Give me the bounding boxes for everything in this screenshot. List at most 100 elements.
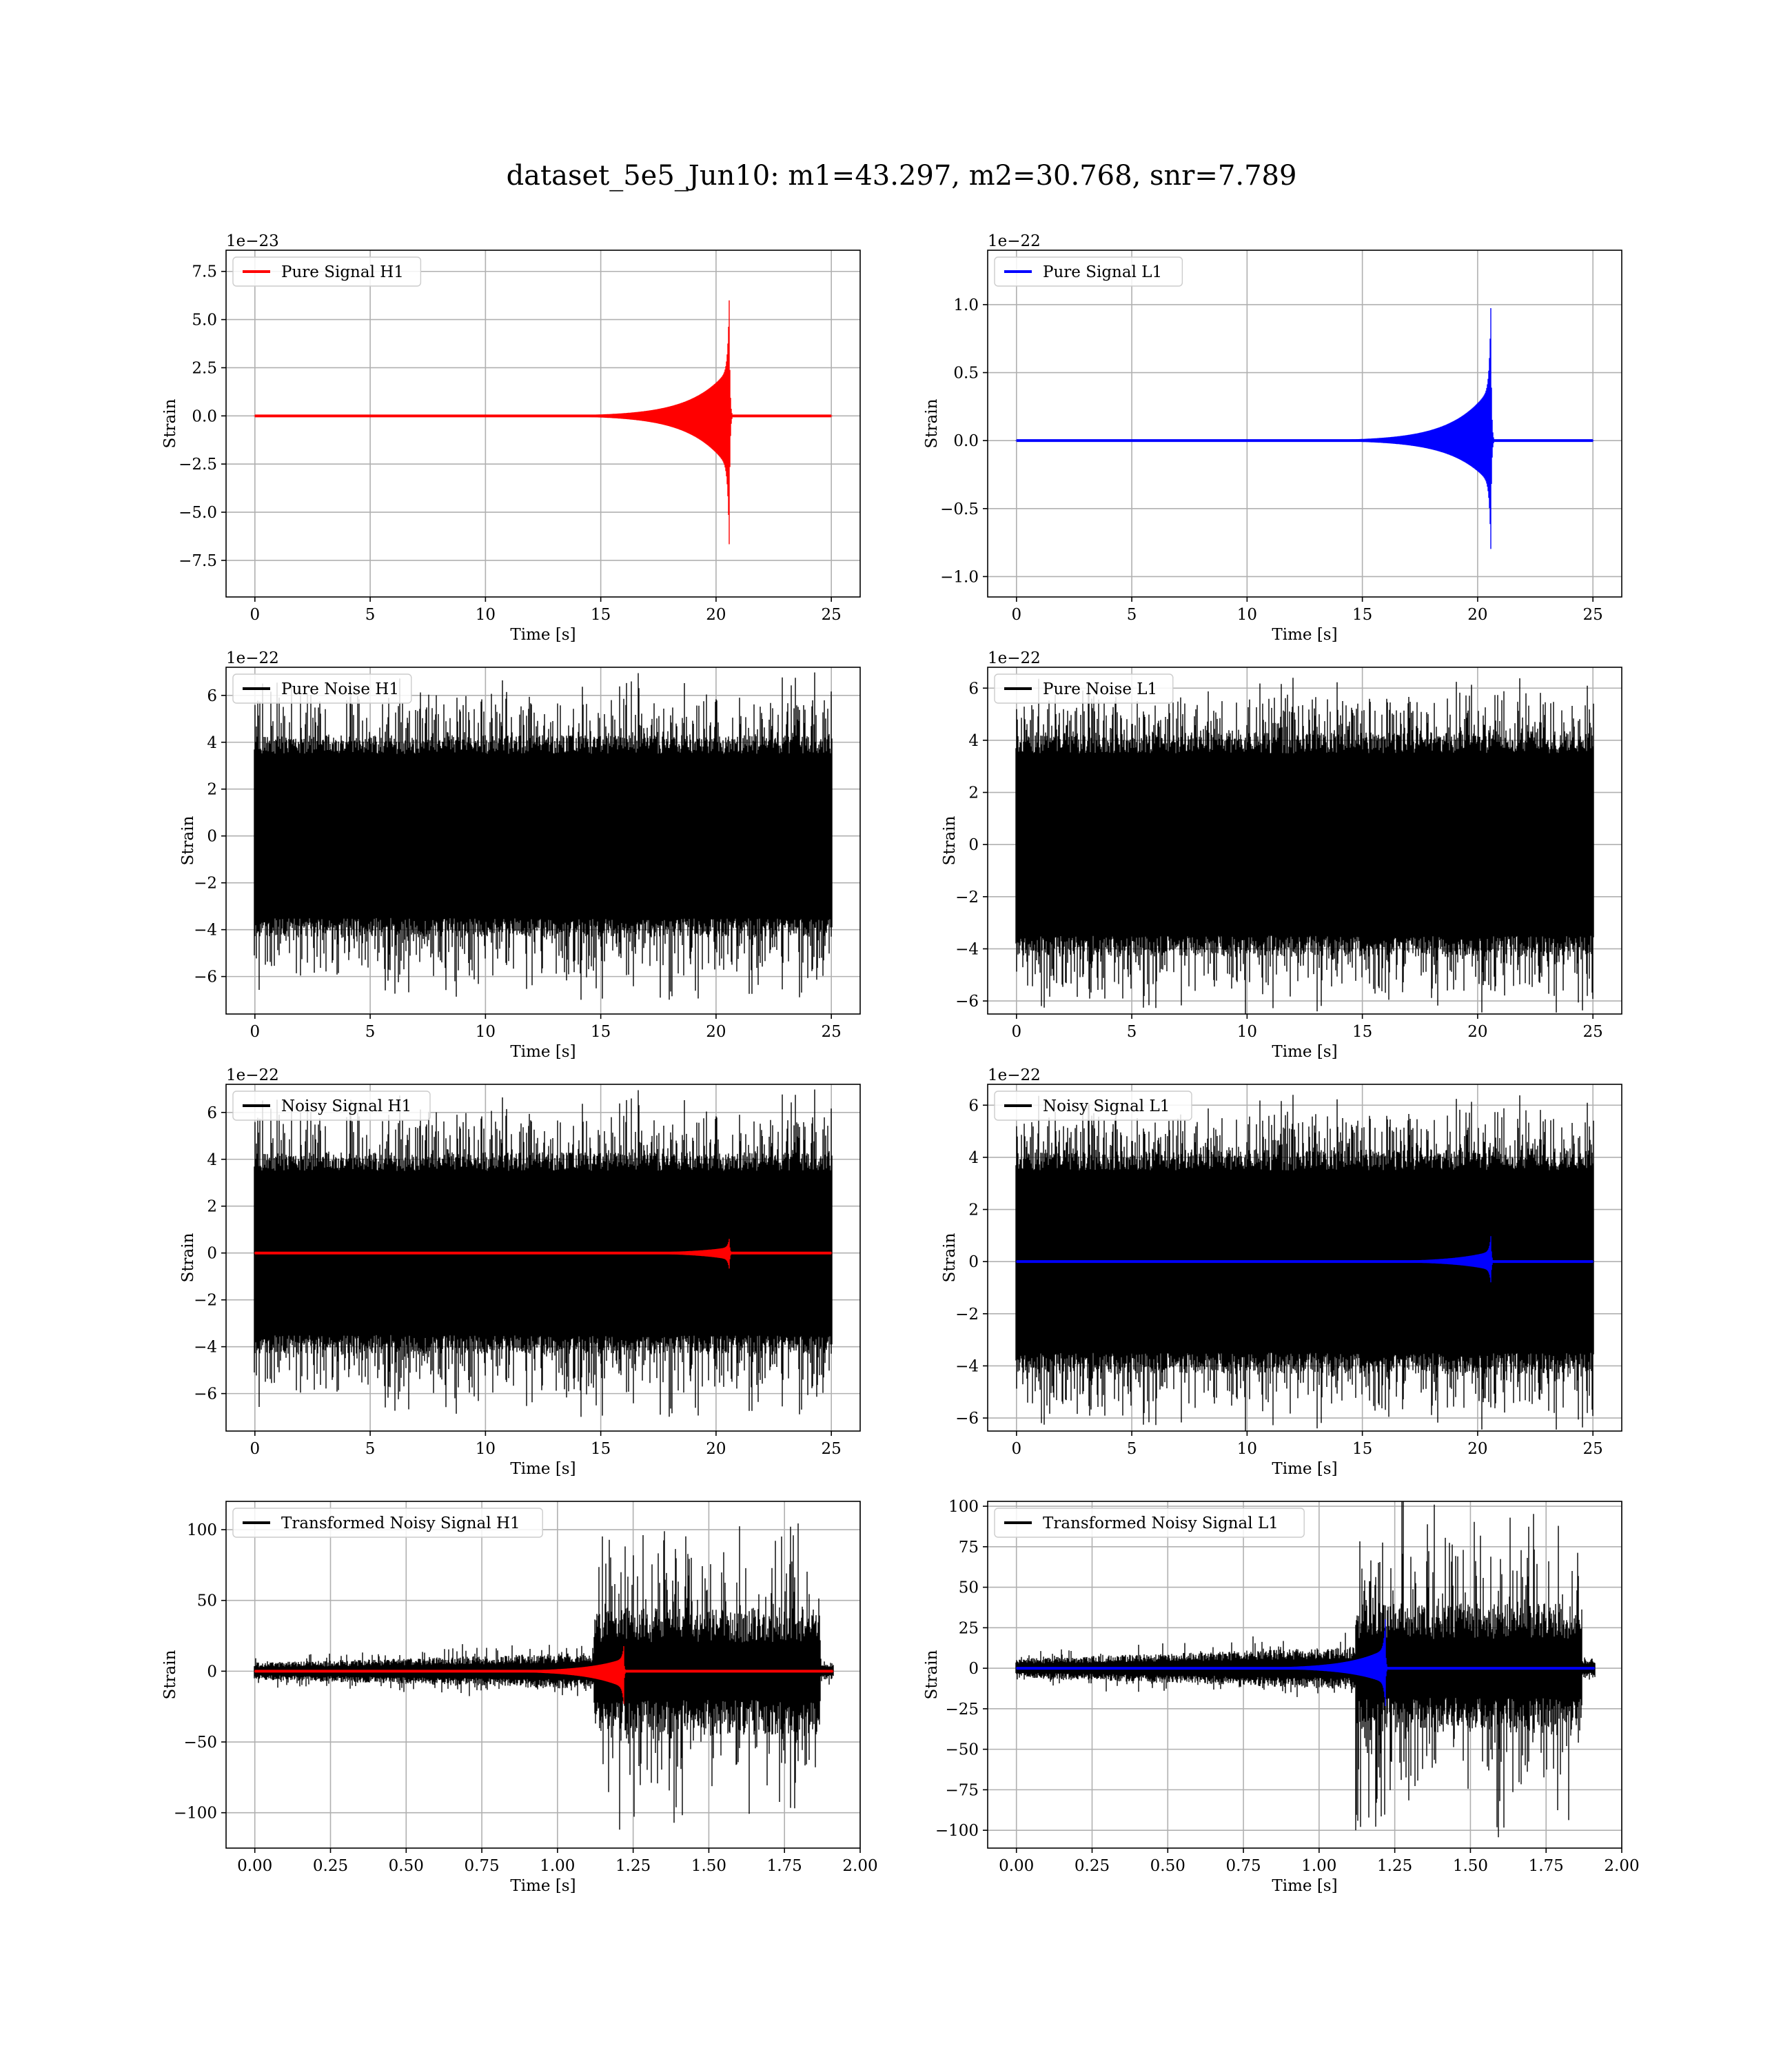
legend-label: Noisy Signal H1	[281, 1097, 411, 1115]
subplot-pure-signal-l1: 0 5 10 15 20 25 1.0 0.5 0.0 −0.5 −1.0 Time [s] Strai…	[923, 232, 1622, 644]
axes-frame	[987, 1084, 1622, 1432]
y-tick-label: 100	[187, 1521, 217, 1539]
y-axis-label: Strain	[179, 815, 197, 865]
y-tick-label: −1.0	[940, 568, 979, 586]
x-tick-label: 10	[476, 1440, 496, 1458]
y-tick-label: 0	[968, 836, 979, 854]
x-tick-label: 1.25	[615, 1857, 651, 1875]
y-tick-label: 4	[207, 734, 217, 752]
y-tick-label: −2.5	[179, 456, 217, 474]
y-tick-label: −50	[945, 1741, 979, 1759]
y-tick-label: −25	[945, 1701, 979, 1719]
x-tick-label: 5	[1127, 606, 1137, 624]
x-tick-label: 0.00	[999, 1857, 1034, 1875]
grid	[988, 250, 1622, 597]
y-tick-label: 4	[207, 1151, 217, 1169]
x-tick-label: 1.50	[1453, 1857, 1488, 1875]
axis-offset-label: 1e−22	[226, 649, 279, 667]
legend-label: Transformed Noisy Signal L1	[1043, 1514, 1279, 1532]
x-tick-label: 1.75	[767, 1857, 802, 1875]
x-tick-label: 10	[476, 606, 496, 624]
x-tick-label: 5	[1127, 1440, 1137, 1458]
x-tick-label: 25	[1583, 1440, 1603, 1458]
y-axis-label: Strain	[179, 1233, 197, 1282]
legend-box	[232, 256, 422, 287]
figure-title: dataset_5e5_Jun10: m1=43.297, m2=30.768,…	[507, 160, 1297, 192]
x-tick-label: 0.00	[237, 1857, 272, 1875]
y-tick-label: −50	[183, 1734, 217, 1752]
y-tick-label: 50	[959, 1579, 979, 1597]
y-axis-label: Strain	[161, 398, 179, 448]
y-tick-label: 2	[968, 1202, 979, 1219]
legend-label: Pure Noise L1	[1043, 680, 1157, 698]
x-tick-label: 25	[1583, 606, 1603, 624]
legend: Pure Signal L1	[994, 256, 1183, 287]
axis-offset-label: 1e−22	[988, 649, 1041, 667]
x-tick-label: 2.00	[842, 1857, 877, 1875]
legend-label: Pure Signal L1	[1043, 263, 1162, 281]
y-tick-label: 5.0	[192, 312, 217, 330]
x-tick-label: 15	[591, 606, 611, 624]
x-axis-label: Time [s]	[510, 1877, 576, 1895]
x-tick-label: 0	[1011, 1440, 1021, 1458]
legend-box	[232, 1091, 431, 1121]
y-tick-label: 0.5	[953, 365, 979, 383]
x-tick-label: 0	[1011, 1023, 1021, 1041]
legend-box	[232, 673, 412, 704]
series-line-noise	[1015, 678, 1594, 1014]
axes-frame	[987, 250, 1622, 598]
x-tick-label: 20	[706, 1023, 726, 1041]
series-line-noise	[254, 1089, 833, 1417]
plot-area	[226, 250, 860, 597]
x-tick-label: 1.50	[691, 1857, 726, 1875]
y-tick-label: 6	[207, 687, 217, 705]
x-tick-label: 0.25	[1075, 1857, 1110, 1875]
x-tick-label: 0	[250, 1023, 260, 1041]
x-tick-label: 1.00	[540, 1857, 575, 1875]
x-tick-label: 0	[250, 1440, 260, 1458]
y-tick-label: −6	[955, 1410, 979, 1428]
x-tick-label: 0.75	[464, 1857, 499, 1875]
axis-offset-label: 1e−23	[226, 232, 279, 250]
axis-offset-label: 1e−22	[226, 1066, 279, 1084]
x-tick-label: 10	[1237, 606, 1257, 624]
x-tick-label: 5	[1127, 1023, 1137, 1041]
y-tick-label: −6	[194, 969, 217, 986]
series-group	[1015, 1501, 1596, 1838]
x-tick-label: 10	[476, 1023, 496, 1041]
x-axis-label: Time [s]	[510, 1460, 576, 1478]
axes-frame	[225, 1084, 861, 1432]
y-tick-label: 6	[207, 1104, 217, 1122]
x-axis-label: Time [s]	[1272, 626, 1337, 644]
y-tick-label: −4	[194, 922, 217, 940]
y-tick-label: −100	[935, 1822, 979, 1840]
y-tick-label: 50	[197, 1592, 217, 1610]
x-axis-label: Time [s]	[1272, 1043, 1337, 1061]
series-group	[254, 300, 833, 545]
x-tick-label: 5	[365, 1440, 376, 1458]
y-tick-label: −2	[194, 875, 217, 893]
series-group	[254, 1089, 833, 1417]
y-tick-label: 1.0	[953, 296, 979, 314]
legend-box	[994, 256, 1183, 287]
x-tick-label: 0.25	[313, 1857, 348, 1875]
y-tick-label: 75	[959, 1539, 979, 1557]
legend: Transformed Noisy Signal H1	[232, 1508, 543, 1538]
y-tick-label: −6	[955, 993, 979, 1011]
subplot-transformed-noisy-signal-h1: 0.00 0.25 0.50 0.75 1.00 1.25 1.50 1.75 2.00 100 5…	[161, 1501, 878, 1895]
x-tick-label: 1.75	[1529, 1857, 1564, 1875]
legend-box	[994, 673, 1174, 704]
legend: Pure Signal H1	[232, 256, 422, 287]
y-tick-label: 0	[207, 828, 217, 846]
subplot-transformed-noisy-signal-l1: 0.00 0.25 0.50 0.75 1.00 1.25 1.50 1.75 2.00 100 7…	[923, 1498, 1640, 1895]
series-group	[254, 1523, 834, 1830]
x-tick-label: 1.25	[1377, 1857, 1412, 1875]
y-axis-label: Strain	[923, 1650, 941, 1699]
y-tick-label: 2.5	[192, 359, 217, 377]
x-axis-label: Time [s]	[510, 1043, 576, 1061]
axes-frame	[225, 250, 861, 598]
